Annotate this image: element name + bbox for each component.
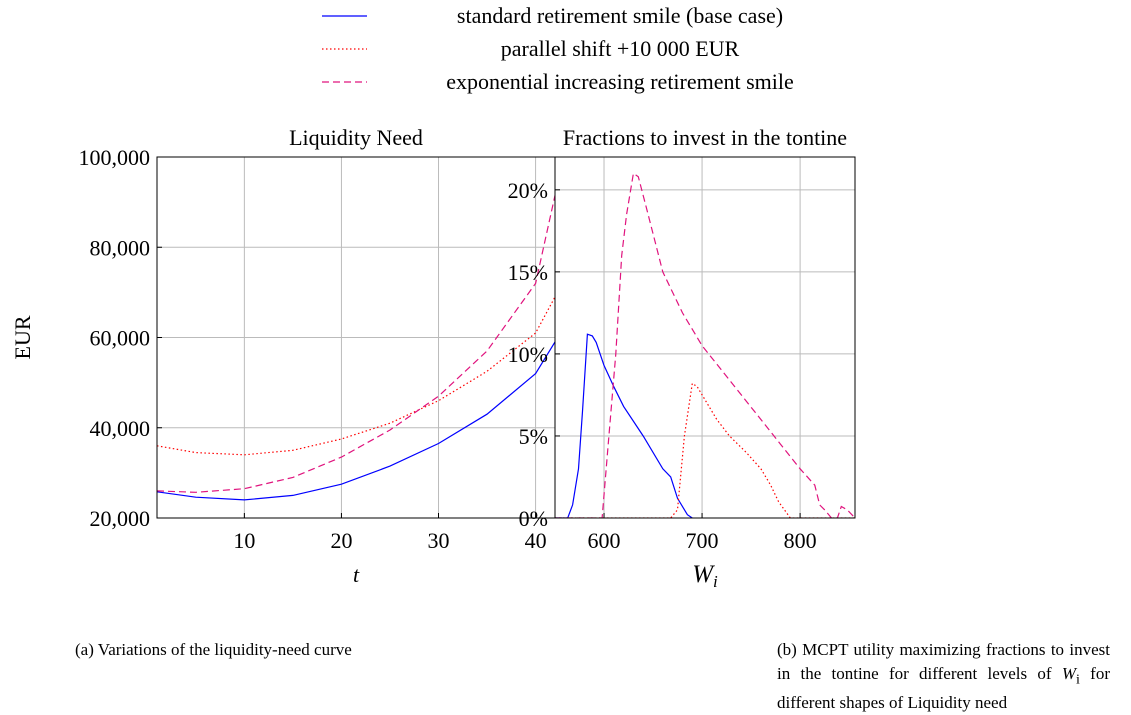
x-axis-label: t xyxy=(353,562,360,587)
y-tick-label: 5% xyxy=(519,424,548,449)
x-tick-label: 600 xyxy=(588,528,621,553)
legend-label: standard retirement smile (base case) xyxy=(457,3,783,28)
x-tick-label: 40 xyxy=(525,528,547,553)
plot-frame xyxy=(554,156,856,519)
x-axis-sub: i xyxy=(713,572,718,591)
page: standard retirement smile (base case) par… xyxy=(10,3,1110,713)
series-line xyxy=(555,333,693,518)
caption-var: W xyxy=(1061,664,1076,683)
caption-text: (b) MCPT utility maximizing fractions to… xyxy=(777,640,1110,683)
y-tick-label: 0% xyxy=(519,506,548,531)
x-tick-label: 30 xyxy=(428,528,450,553)
caption-sub: i xyxy=(1075,671,1080,688)
caption-b: (b) MCPT utility maximizing fractions to… xyxy=(777,638,1110,715)
chart-title: Fractions to invest in the tontine xyxy=(563,125,847,150)
x-axis-var: W xyxy=(692,561,715,588)
chart-title: Liquidity Need xyxy=(289,125,423,150)
y-tick-label: 20,000 xyxy=(90,506,151,531)
y-tick-label: 20% xyxy=(508,178,548,203)
series-line xyxy=(157,341,555,501)
y-tick-label: 10% xyxy=(508,342,548,367)
x-tick-label: 800 xyxy=(784,528,817,553)
y-tick-label: 15% xyxy=(508,260,548,285)
y-tick-label: 100,000 xyxy=(79,145,151,170)
series-line xyxy=(157,195,555,493)
y-tick-label: 60,000 xyxy=(90,326,151,351)
x-axis-label: Wi xyxy=(692,561,718,591)
x-tick-label: 10 xyxy=(233,528,255,553)
x-tick-label: 700 xyxy=(686,528,719,553)
legend-label: exponential increasing retirement smile xyxy=(446,69,794,94)
caption-a: (a) Variations of the liquidity-need cur… xyxy=(75,640,352,659)
legend-label: parallel shift +10 000 EUR xyxy=(501,36,740,61)
y-tick-label: 40,000 xyxy=(90,416,151,441)
y-tick-label: 80,000 xyxy=(90,235,151,260)
x-tick-label: 20 xyxy=(330,528,352,553)
series-line xyxy=(157,296,555,456)
y-axis-label: EUR xyxy=(10,315,35,359)
series-line xyxy=(555,382,855,518)
series-line xyxy=(555,172,855,518)
figure: standard retirement smile (base case) par… xyxy=(10,3,856,591)
